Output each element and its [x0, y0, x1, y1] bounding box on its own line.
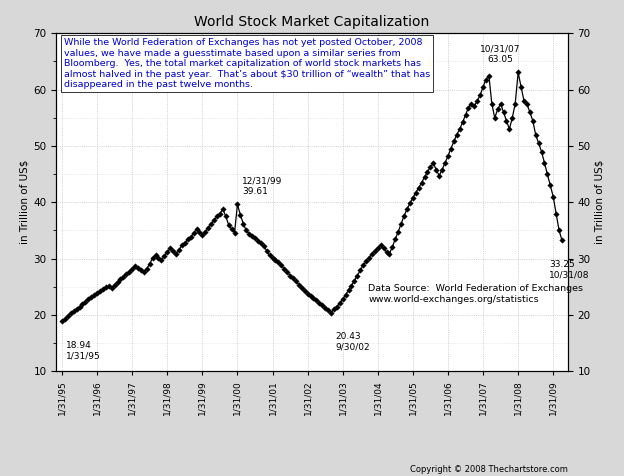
Text: Copyright © 2008 Thechartstore.com: Copyright © 2008 Thechartstore.com	[410, 465, 568, 474]
Text: While the World Federation of Exchanges has not yet posted October, 2008
values,: While the World Federation of Exchanges …	[64, 39, 430, 89]
Title: World Stock Market Capitalization: World Stock Market Capitalization	[194, 15, 430, 30]
Text: 18.94
1/31/95: 18.94 1/31/95	[66, 341, 101, 360]
Text: 12/31/99
39.61: 12/31/99 39.61	[242, 177, 282, 196]
Text: 20.43
9/30/02: 20.43 9/30/02	[335, 332, 370, 352]
Y-axis label: in Trillion of US$: in Trillion of US$	[595, 160, 605, 245]
Text: 33.25
10/31/08: 33.25 10/31/08	[549, 260, 589, 279]
Text: 10/31/07
63.05: 10/31/07 63.05	[480, 45, 521, 64]
Text: Data Source:  World Federation of Exchanges
www.world-exchanges.org/statistics: Data Source: World Federation of Exchang…	[368, 284, 583, 304]
Y-axis label: in Trillion of US$: in Trillion of US$	[19, 160, 29, 245]
